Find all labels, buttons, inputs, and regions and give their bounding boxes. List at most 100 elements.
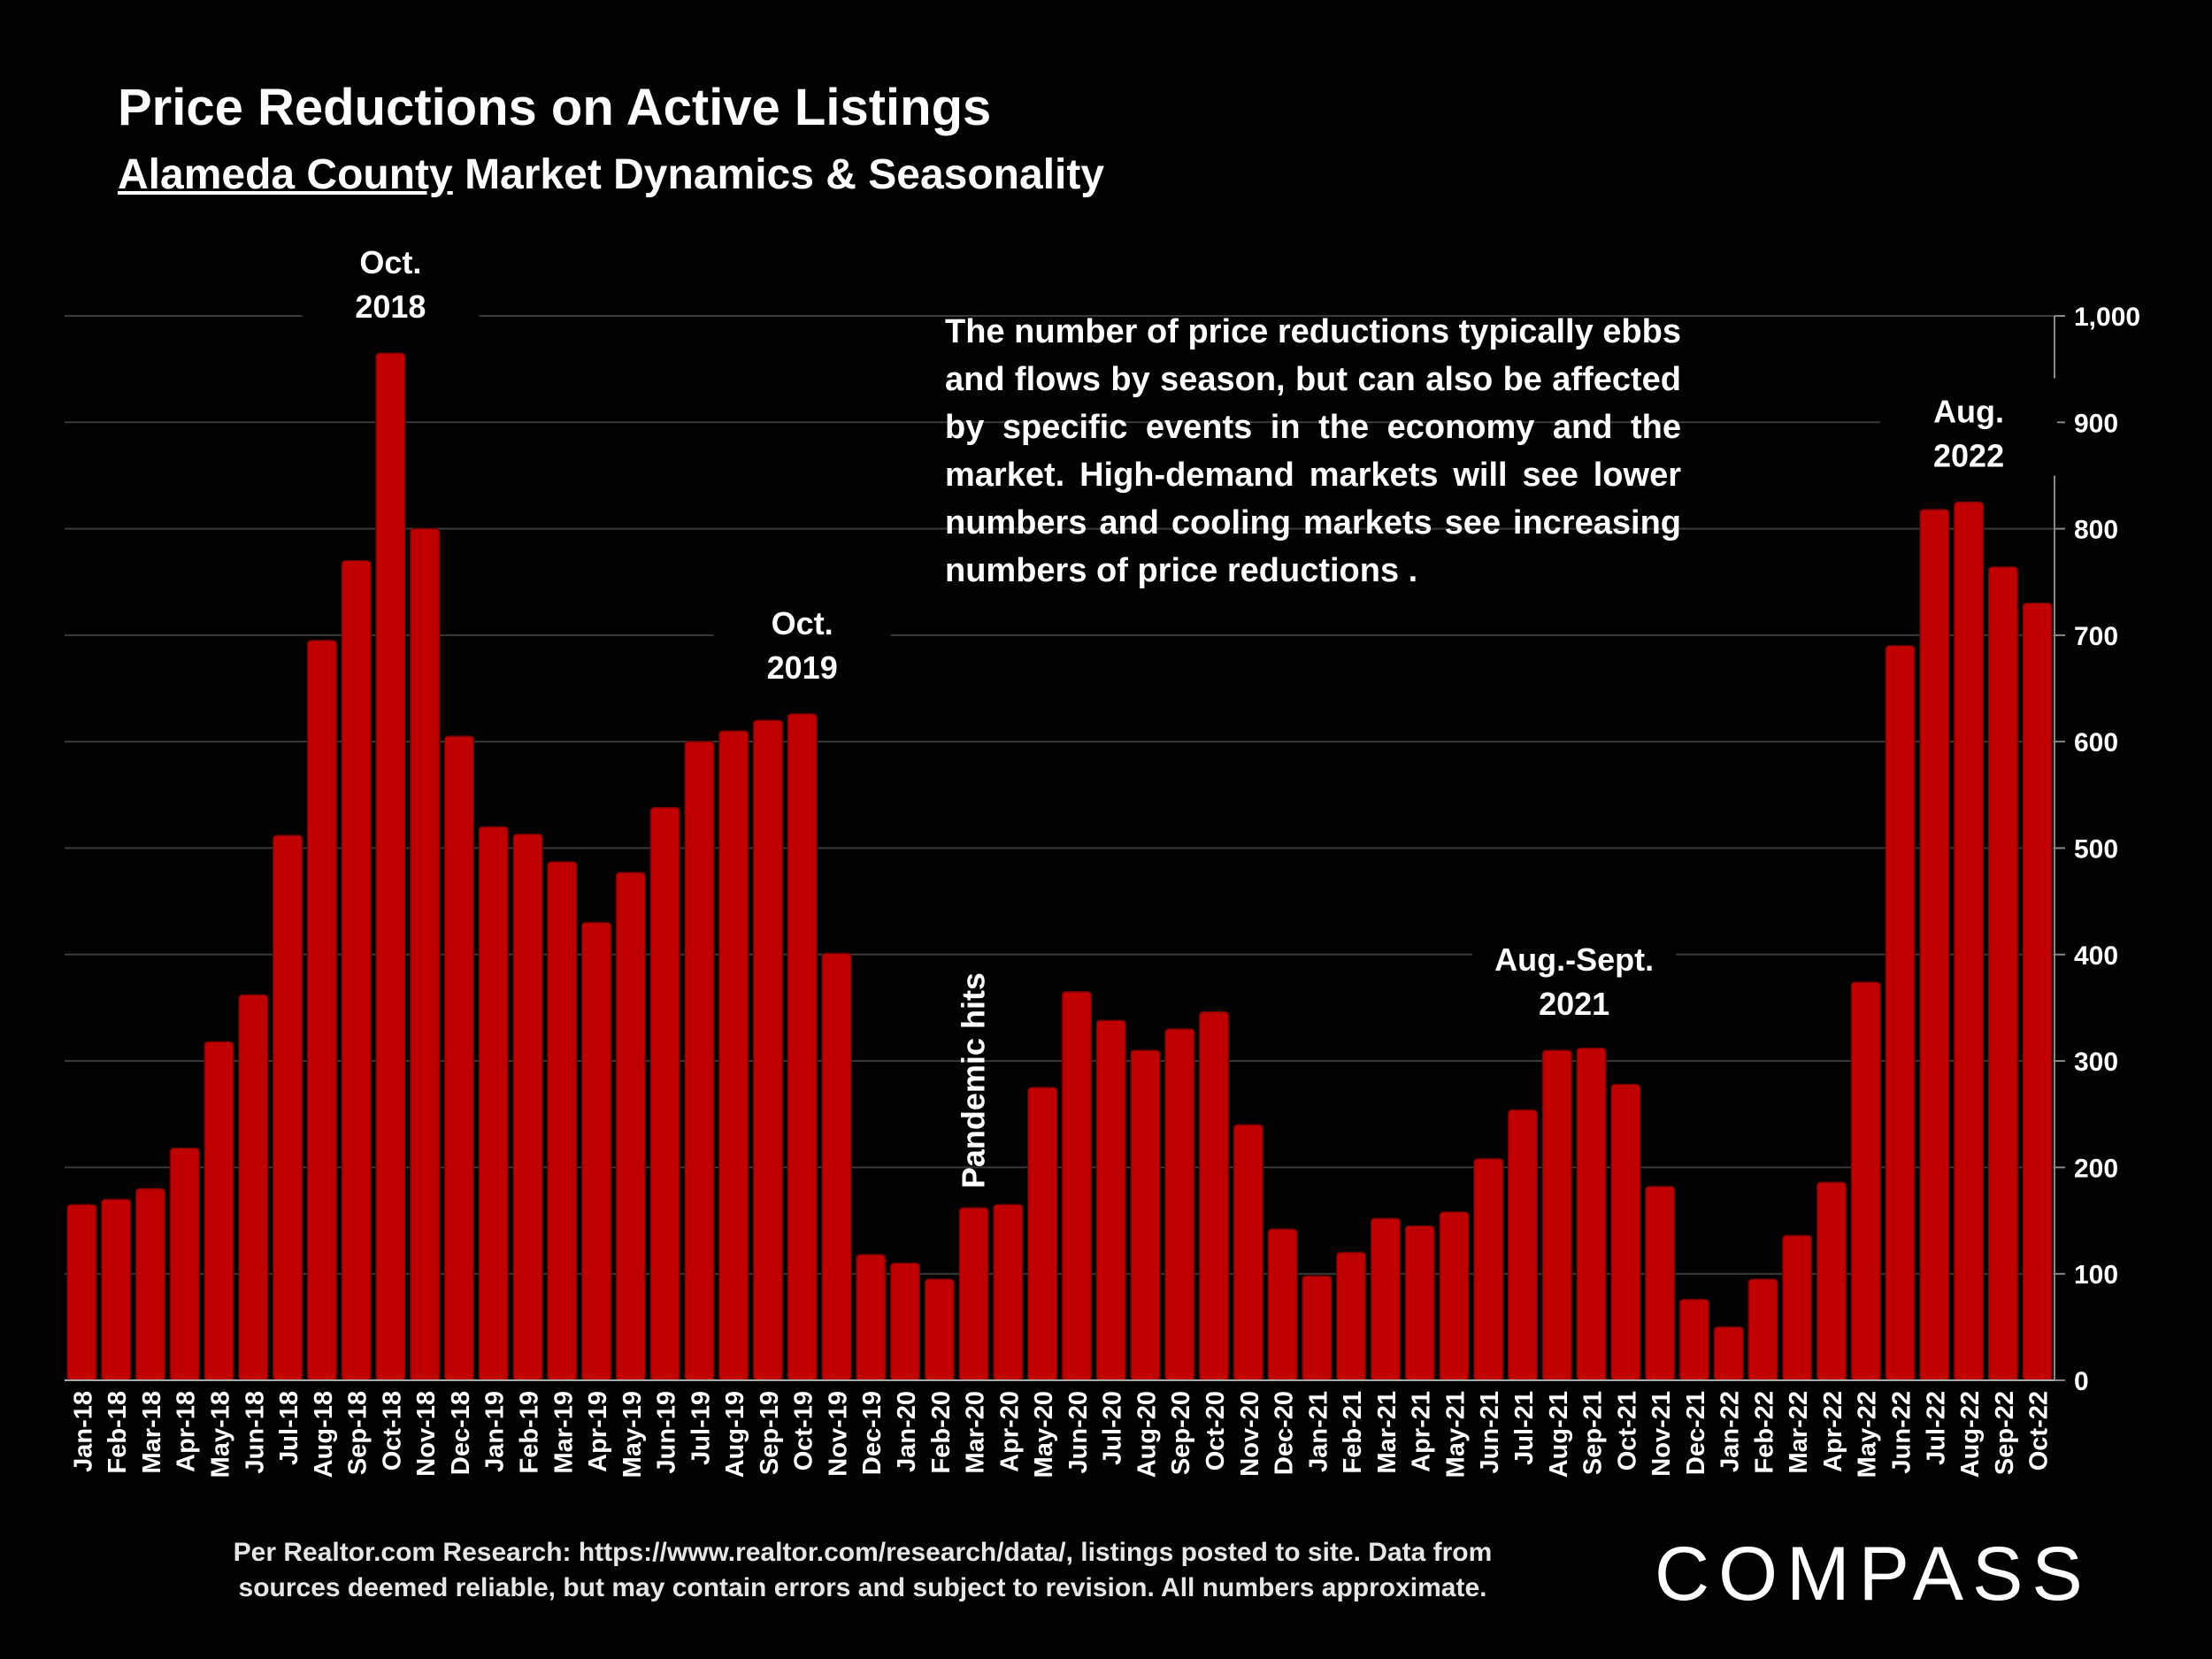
x-tick-label: May-21	[1441, 1391, 1470, 1478]
bar	[1302, 1275, 1333, 1381]
bar	[1027, 1087, 1058, 1381]
bar	[443, 735, 474, 1381]
bar	[1473, 1158, 1504, 1381]
bar	[1507, 1109, 1539, 1381]
x-tick-label: Jan-20	[893, 1391, 921, 1472]
x-tick-label: Jan-21	[1304, 1391, 1333, 1472]
bar	[1645, 1186, 1676, 1381]
x-tick-label: Dec-20	[1271, 1391, 1299, 1475]
bar	[718, 730, 749, 1381]
x-tick-label: Sep-20	[1167, 1391, 1195, 1475]
bar	[1850, 981, 1881, 1381]
x-tick-label: Apr-20	[995, 1391, 1024, 1472]
x-tick-label: Jun-19	[653, 1391, 681, 1473]
x-tick-label: Sep-22	[1991, 1391, 2019, 1475]
footer-line-2: sources deemed reliable, but may contain…	[238, 1573, 1487, 1602]
bar	[1954, 501, 1985, 1381]
footer-line-1: Per Realtor.com Research: https://www.re…	[233, 1538, 1493, 1567]
x-tick-label: Aug-18	[310, 1391, 338, 1478]
annotation-label: 2019	[767, 649, 838, 686]
bar	[1095, 1019, 1126, 1381]
x-tick-label: Apr-19	[584, 1391, 612, 1472]
bar	[547, 861, 578, 1381]
x-tick-label: Jun-21	[1476, 1391, 1504, 1473]
x-tick-label: Oct-19	[790, 1391, 818, 1471]
x-tick-label: Apr-22	[1819, 1391, 1847, 1472]
chart-subtitle: Alameda County Market Dynamics & Seasona…	[118, 150, 1104, 199]
bar	[1164, 1028, 1195, 1381]
x-tick-label: May-20	[1030, 1391, 1058, 1478]
annotation-label: Oct.	[359, 244, 421, 280]
annotation-background	[713, 589, 891, 687]
x-tick-label: Jul-21	[1510, 1391, 1539, 1465]
annotation-label: Oct.	[772, 605, 833, 641]
y-tick-label: 700	[2074, 622, 2118, 651]
x-tick-label: Nov-21	[1647, 1391, 1676, 1477]
subtitle-rest: Market Dynamics & Seasonality	[452, 151, 1105, 198]
bar	[1576, 1047, 1607, 1381]
y-tick-label: 600	[2074, 728, 2118, 757]
bar	[1061, 991, 1092, 1381]
annotation-label: Aug.	[1933, 394, 2004, 430]
bar	[856, 1254, 887, 1381]
bar	[375, 352, 406, 1381]
x-tick-label: Nov-18	[412, 1391, 441, 1477]
bar	[1885, 645, 1916, 1381]
bar	[512, 833, 543, 1381]
bar	[169, 1147, 200, 1381]
bar	[66, 1203, 97, 1381]
y-tick-label: 0	[2074, 1367, 2089, 1396]
source-footer: Per Realtor.com Research: https://www.re…	[150, 1535, 1575, 1606]
compass-logo: COMPASS	[1655, 1532, 2092, 1617]
x-tick-label: Aug-22	[1956, 1391, 1985, 1478]
x-tick-label: Jul-20	[1099, 1391, 1127, 1465]
y-tick-label: 500	[2074, 835, 2118, 864]
x-tick-label: Mar-18	[138, 1391, 166, 1474]
x-tick-label: Oct-18	[378, 1391, 406, 1471]
bar	[134, 1187, 165, 1381]
bar	[306, 640, 337, 1381]
bar	[238, 994, 269, 1381]
bar	[1678, 1298, 1709, 1381]
y-tick-label: 100	[2074, 1261, 2118, 1290]
bar	[924, 1278, 955, 1381]
x-tick-label: May-18	[206, 1391, 234, 1478]
x-tick-label: Mar-21	[1373, 1391, 1402, 1474]
annotation-background	[302, 229, 480, 327]
bar	[821, 952, 852, 1381]
x-tick-label: Feb-19	[515, 1391, 543, 1473]
x-tick-label: Jul-22	[1922, 1391, 1950, 1465]
x-tick-label: Jan-22	[1717, 1391, 1745, 1472]
bar	[787, 713, 818, 1381]
bar	[273, 834, 303, 1381]
bar	[101, 1198, 132, 1381]
annotation-label: Pandemic hits	[956, 972, 992, 1188]
bar	[1370, 1217, 1401, 1381]
x-tick-label: Jan-19	[481, 1391, 510, 1472]
x-tick-label: Sep-21	[1579, 1391, 1608, 1475]
bar	[1782, 1234, 1813, 1381]
annotation-background	[1880, 378, 2058, 476]
bar	[1713, 1326, 1744, 1381]
bar	[752, 719, 783, 1381]
x-tick-label: Jul-18	[275, 1391, 303, 1465]
bar	[410, 527, 441, 1381]
x-tick-label: Feb-21	[1339, 1391, 1367, 1473]
x-tick-label: Aug-19	[721, 1391, 749, 1478]
bar	[1987, 566, 2018, 1381]
x-tick-label: Oct-20	[1202, 1391, 1230, 1471]
x-tick-label: Dec-19	[858, 1391, 887, 1475]
bar	[1919, 509, 1950, 1381]
x-tick-label: Oct-21	[1613, 1391, 1641, 1471]
annotation-label: Aug.-Sept.	[1494, 941, 1654, 978]
x-tick-label: Jan-18	[69, 1391, 97, 1472]
subtitle-county: Alameda County	[118, 151, 453, 198]
bar	[1747, 1278, 1778, 1381]
x-tick-label: Mar-19	[549, 1391, 578, 1474]
annotation-background	[1472, 926, 1677, 1025]
chart-description: The number of price reductions typically…	[945, 313, 1681, 589]
x-tick-label: Feb-18	[104, 1391, 132, 1473]
bar	[993, 1203, 1024, 1381]
x-tick-label: Mar-22	[1785, 1391, 1813, 1474]
